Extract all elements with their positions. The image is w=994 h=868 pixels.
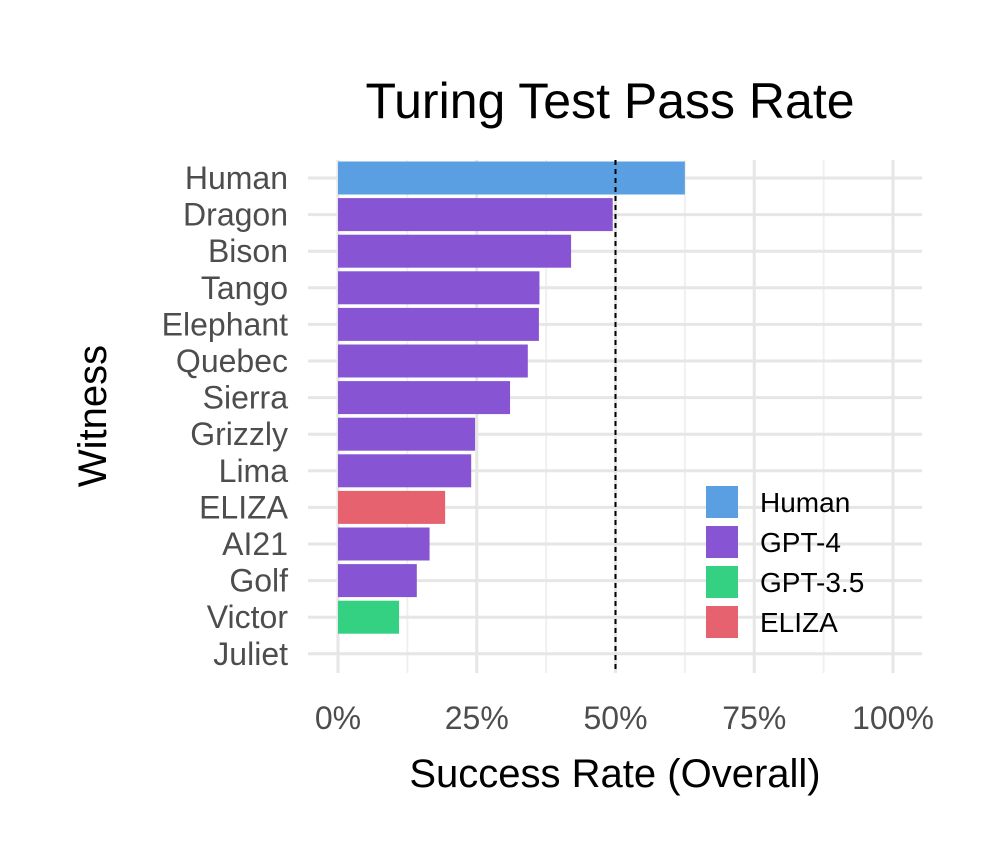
bar-bison	[338, 234, 572, 268]
x-tick-label: 50%	[583, 700, 647, 736]
bar-golf	[338, 564, 417, 598]
bar-elephant	[338, 307, 539, 341]
legend-swatch	[706, 566, 738, 598]
y-tick-label: Juliet	[213, 636, 288, 672]
y-tick-label: Bison	[208, 233, 288, 269]
y-tick-label: Sierra	[203, 380, 289, 416]
y-tick-label: Victor	[207, 599, 289, 635]
y-tick-label: Elephant	[162, 306, 288, 342]
x-tick-label: 0%	[315, 700, 361, 736]
legend-swatch	[706, 606, 738, 638]
y-tick-label: Lima	[219, 453, 289, 489]
x-tick-label: 25%	[445, 700, 509, 736]
legend-label: GPT-3.5	[760, 567, 864, 598]
bars	[338, 161, 685, 634]
y-tick-label: Dragon	[183, 197, 288, 233]
bar-human	[338, 161, 685, 195]
bar-eliza	[338, 490, 446, 524]
x-tick-label: 75%	[722, 700, 786, 736]
y-tick-label: ELIZA	[199, 489, 289, 525]
bar-lima	[338, 454, 472, 488]
y-axis-title: Witness	[71, 345, 115, 487]
legend-label: GPT-4	[760, 527, 841, 558]
legend-swatch	[706, 526, 738, 558]
bar-dragon	[338, 198, 613, 232]
legend-label: Human	[760, 487, 850, 518]
bar-quebec	[338, 344, 528, 378]
x-tick-labels: 0% 25% 50% 75% 100%	[315, 700, 934, 736]
bar-ai21	[338, 527, 430, 561]
x-tick-label: 100%	[852, 700, 934, 736]
y-tick-label: Golf	[229, 563, 288, 599]
bar-grizzly	[338, 417, 476, 451]
y-tick-label: Grizzly	[190, 416, 288, 452]
bar-victor	[338, 600, 400, 634]
y-tick-label: Quebec	[176, 343, 288, 379]
x-axis-title: Success Rate (Overall)	[409, 752, 820, 796]
legend-swatch	[706, 486, 738, 518]
bar-tango	[338, 271, 540, 305]
chart-title: Turing Test Pass Rate	[365, 73, 854, 129]
y-tick-label: AI21	[222, 526, 288, 562]
legend-label: ELIZA	[760, 607, 838, 638]
y-tick-label: Tango	[201, 270, 288, 306]
y-tick-label: Human	[185, 160, 288, 196]
bar-sierra	[338, 381, 511, 415]
legend: Human GPT-4 GPT-3.5 ELIZA	[706, 486, 864, 638]
y-tick-labels: HumanDragonBisonTangoElephantQuebecSierr…	[162, 160, 289, 672]
